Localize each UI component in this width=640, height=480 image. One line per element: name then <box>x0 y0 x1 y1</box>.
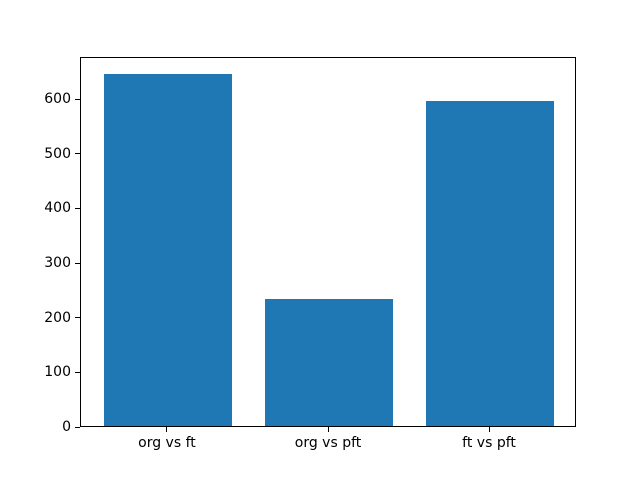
bar-ft-vs-pft <box>425 100 555 426</box>
y-tick-label: 500 <box>44 145 71 162</box>
bar-org-vs-pft <box>264 298 394 426</box>
y-tick-label: 100 <box>44 364 71 381</box>
x-tick-label: org vs pft <box>294 435 362 451</box>
y-tick-mark <box>75 426 80 428</box>
x-tick-mark <box>327 427 329 432</box>
y-tick-label: 600 <box>44 91 71 108</box>
x-tick-label: org vs ft <box>138 435 196 451</box>
y-tick-mark <box>75 371 80 373</box>
x-tick-mark <box>488 427 490 432</box>
plot-area <box>80 57 576 427</box>
y-tick-label: 0 <box>62 419 71 435</box>
y-tick-label: 400 <box>44 200 71 217</box>
bar-org-vs-ft <box>103 73 233 426</box>
y-tick-label: 200 <box>44 309 71 326</box>
y-tick-mark <box>75 153 80 155</box>
y-tick-label: 300 <box>44 255 71 272</box>
x-tick-label: ft vs pft <box>462 435 516 451</box>
y-tick-mark <box>75 98 80 100</box>
y-tick-mark <box>75 262 80 264</box>
x-tick-mark <box>166 427 168 432</box>
y-tick-mark <box>75 207 80 209</box>
y-tick-mark <box>75 317 80 319</box>
